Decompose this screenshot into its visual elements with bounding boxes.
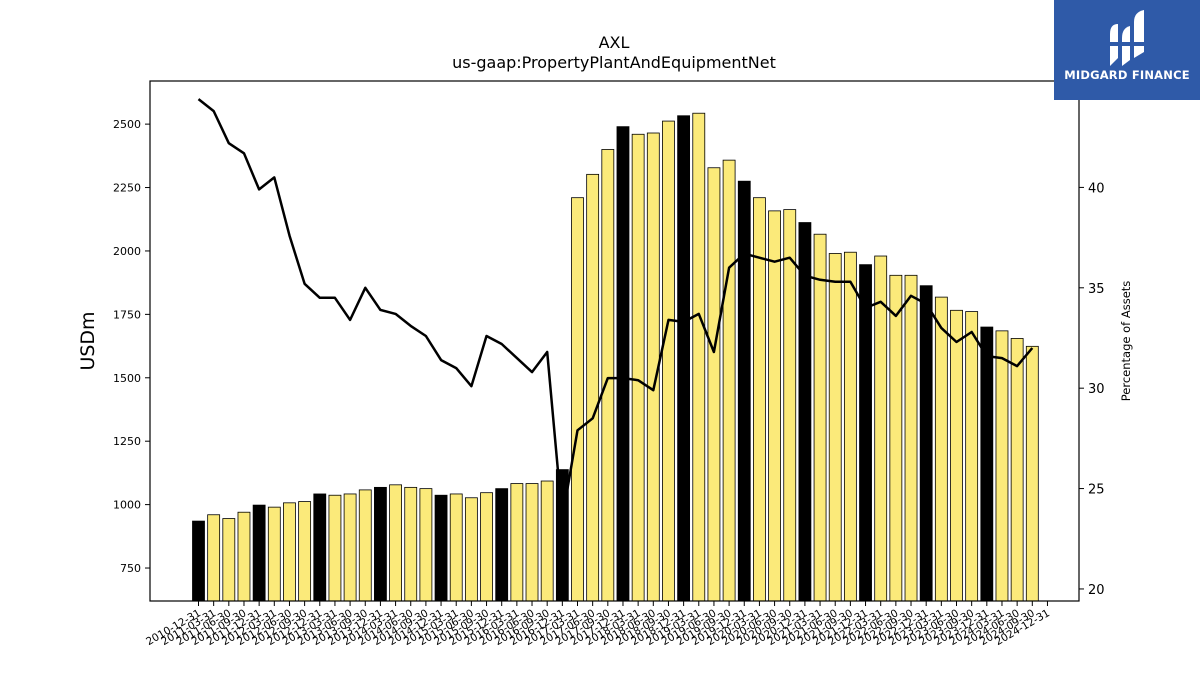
bar (464, 497, 478, 602)
bar (889, 274, 903, 602)
bar (419, 488, 433, 602)
y2-axis-label: Percentage of Assets (1119, 281, 1133, 402)
bar (298, 501, 312, 602)
bar (480, 492, 493, 602)
bar (631, 133, 645, 602)
plot-frame (149, 80, 1080, 602)
x-axis: 2010-12-312011-03-312011-06-302011-09-30… (144, 601, 1052, 648)
line-path (197, 98, 1034, 520)
bar (813, 233, 827, 602)
y-tick-label: 2250 (113, 182, 141, 195)
bar (328, 494, 342, 602)
y2-tick-label: 40 (1088, 181, 1105, 196)
y2-tick-label: 35 (1088, 282, 1105, 297)
y2-tick-label: 25 (1088, 483, 1105, 498)
bar (192, 520, 205, 602)
bar (828, 253, 842, 602)
line-series (197, 98, 1034, 520)
bar (449, 493, 463, 602)
y-tick-label: 1500 (113, 372, 141, 385)
bar (571, 197, 584, 602)
bar (843, 251, 857, 602)
bar (222, 518, 236, 602)
bar (358, 489, 372, 602)
bar (207, 514, 221, 602)
bar (1025, 345, 1039, 602)
y-axis: 750 1000 1250 1500 1750 2000 2250 2500 (113, 118, 150, 575)
bar (616, 126, 630, 602)
bar (495, 488, 509, 602)
bar (510, 483, 524, 602)
bar (525, 483, 539, 602)
y-tick-label: 750 (120, 562, 141, 575)
y-tick-label: 2500 (113, 118, 141, 131)
bar (737, 180, 751, 602)
bar-series (192, 112, 1039, 602)
logo: MIDGARD FINANCE (1054, 0, 1200, 100)
bar (662, 120, 675, 602)
bar (768, 210, 781, 602)
y-tick-label: 1750 (113, 308, 141, 321)
bar (283, 502, 296, 602)
bar (950, 309, 963, 602)
bar (995, 330, 1009, 602)
y-tick-label: 1250 (113, 435, 141, 448)
bar (404, 486, 418, 602)
logo-text: MIDGARD FINANCE (1064, 68, 1190, 82)
bar (980, 326, 994, 602)
bar (267, 506, 281, 602)
bar (343, 493, 357, 602)
y-tick-label: 1000 (113, 499, 141, 512)
bar (934, 296, 948, 602)
bar (237, 511, 251, 602)
bar (692, 112, 706, 602)
y-axis-label: USDm (77, 311, 99, 370)
chart-subtitle: us-gaap:PropertyPlantAndEquipmentNet (452, 53, 776, 72)
bar (783, 209, 797, 602)
bar (434, 494, 448, 602)
bar (722, 159, 736, 602)
bar (540, 480, 554, 602)
bar (601, 149, 615, 602)
bar (874, 255, 888, 602)
bar (1010, 338, 1024, 602)
bar (586, 173, 600, 602)
y2-tick-label: 20 (1088, 583, 1105, 598)
bar (252, 504, 266, 602)
bar (374, 486, 387, 602)
bar (707, 167, 721, 602)
chart-title: AXL (599, 33, 630, 52)
y-tick-label: 2000 (113, 245, 141, 258)
bar (313, 493, 327, 602)
bar (859, 264, 872, 602)
bar (677, 115, 691, 602)
bar (965, 311, 979, 602)
bar (904, 274, 918, 602)
bar (389, 484, 402, 602)
bar (919, 285, 933, 602)
y2-tick-label: 30 (1088, 382, 1105, 397)
y2-axis: 20 25 30 35 40 (1079, 181, 1105, 598)
bar (798, 222, 812, 602)
logo-mark-icon (1108, 10, 1146, 66)
